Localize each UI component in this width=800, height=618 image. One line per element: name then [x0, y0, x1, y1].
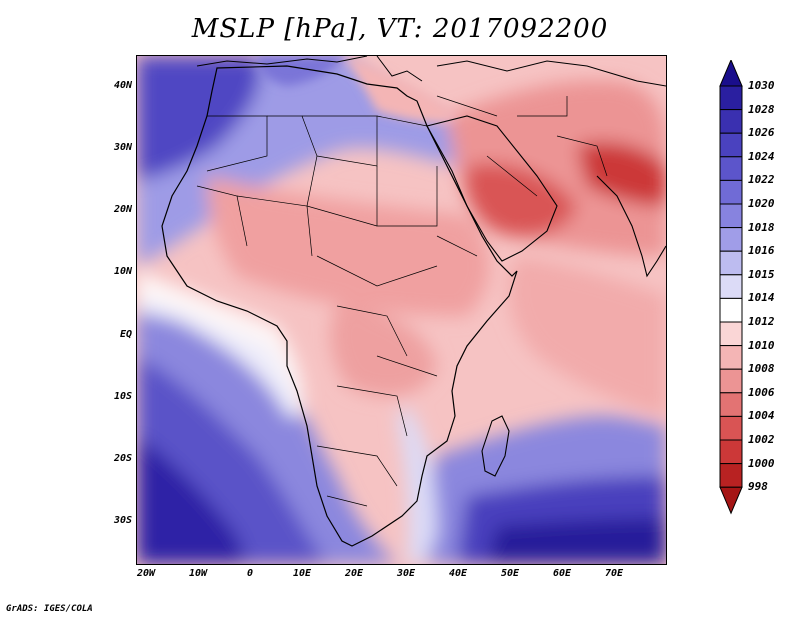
lat-tick-label: 40N — [113, 80, 132, 91]
colorbar-label: 1026 — [748, 126, 775, 140]
colorbar-label: 1030 — [748, 79, 775, 92]
country-borders — [196, 95, 608, 507]
colorbar-label: 1016 — [748, 244, 775, 258]
lat-tick-label: 10S — [113, 391, 132, 402]
lat-tick-label: 30N — [113, 142, 132, 153]
colorbar-label: 1010 — [748, 338, 775, 352]
lat-tick-label: EQ — [119, 329, 132, 340]
lon-tick-label: 30E — [396, 568, 416, 579]
colorbar-label: 1022 — [748, 173, 775, 187]
colorbar-label: 1020 — [748, 197, 775, 210]
madagascar-coastline — [481, 415, 510, 477]
colorbar-segment — [719, 250, 743, 276]
lon-tick-label: 40E — [448, 568, 468, 579]
colorbar-segment — [719, 463, 743, 488]
colorbar-label: 1024 — [748, 149, 775, 163]
lon-tick-label: 70E — [604, 568, 624, 579]
colorbar-label: 1014 — [748, 291, 775, 305]
colorbar-label: 1000 — [748, 456, 775, 470]
africa-coastline — [161, 65, 518, 547]
colorbar-label: 1002 — [748, 433, 775, 446]
arabia-coastline — [426, 115, 558, 262]
colorbar-cap-top — [719, 60, 743, 87]
colorbar-segment — [719, 392, 743, 417]
colorbar-segment — [719, 297, 743, 323]
pressure-field-map — [137, 56, 666, 564]
colorbar-segment — [719, 156, 743, 181]
map-title: MSLP [hPa], VT: 2017092200 — [191, 14, 609, 44]
colorbar-segment — [719, 274, 743, 299]
credit-text: GrADS: IGES/COLA — [6, 604, 93, 614]
colorbar-segment — [719, 179, 743, 205]
colorbar-label: 998 — [748, 480, 768, 494]
colorbar-segment — [719, 203, 743, 229]
lon-tick-label: 10W — [188, 568, 208, 579]
lat-tick-label: 10N — [113, 266, 132, 277]
lon-tick-label: 0 — [246, 568, 254, 579]
colorbar-segment — [719, 345, 743, 370]
lat-tick-label: 20S — [113, 453, 132, 464]
northern-coastline — [196, 56, 666, 87]
colorbar-cap-bottom — [719, 486, 743, 515]
colorbar-segment — [719, 368, 743, 394]
lat-tick-label: 20N — [113, 204, 132, 215]
colorbar — [719, 60, 743, 515]
colorbar-label: 1028 — [748, 102, 775, 116]
lon-tick-label: 20E — [344, 568, 364, 579]
colorbar-label: 1008 — [748, 362, 775, 376]
colorbar-label: 1004 — [748, 409, 775, 423]
colorbar-segment — [719, 85, 743, 111]
colorbar-segment — [719, 132, 743, 158]
colorbar-label: 1012 — [748, 315, 775, 328]
colorbar-segment — [719, 109, 743, 134]
colorbar-segment — [719, 227, 743, 252]
lon-tick-label: 20W — [136, 568, 156, 579]
colorbar-segment — [719, 415, 743, 441]
colorbar-label: 1018 — [748, 220, 775, 234]
lon-tick-label: 50E — [500, 568, 520, 579]
lat-tick-label: 30S — [113, 515, 132, 526]
colorbar-segment — [719, 321, 743, 347]
colorbar-label: 1006 — [748, 385, 775, 399]
colorbar-label: 1015 — [748, 267, 775, 281]
lon-tick-label: 60E — [552, 568, 572, 579]
colorbar-segment — [719, 439, 743, 465]
india-coastline — [596, 175, 666, 278]
map-panel — [136, 55, 667, 565]
lon-tick-label: 10E — [292, 568, 312, 579]
